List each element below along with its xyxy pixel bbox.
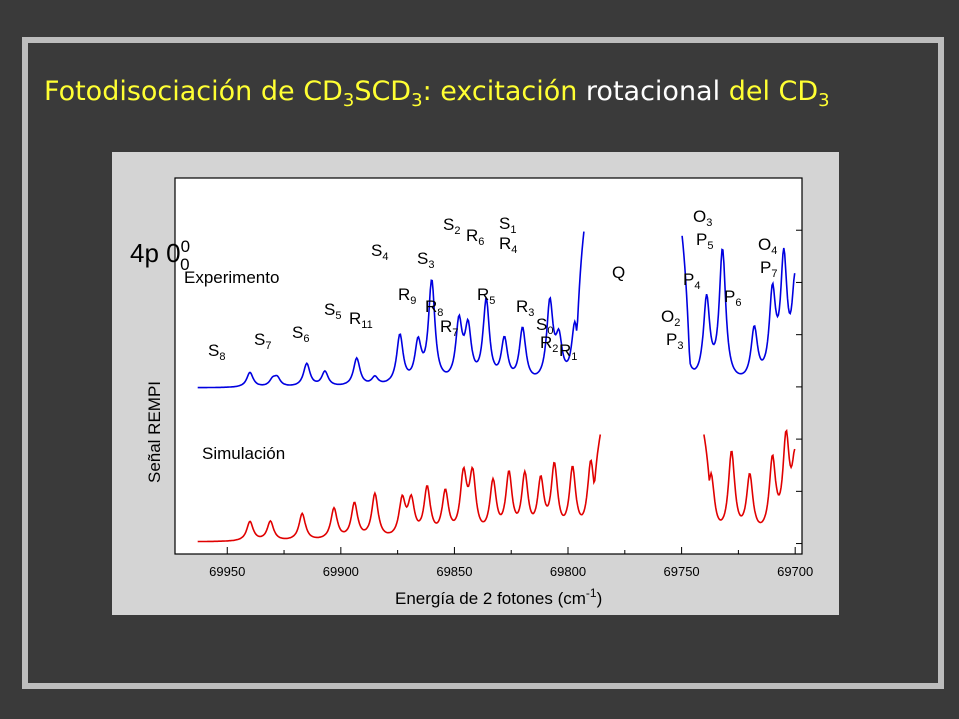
branch-label: P7 (760, 258, 777, 280)
x-axis-label: Energía de 2 fotones (cm-1) (395, 586, 602, 608)
branch-label: R11 (349, 309, 373, 331)
branch-label: R6 (466, 226, 484, 248)
branch-label: O2 (661, 307, 680, 329)
branch-label: P3 (666, 330, 683, 352)
branch-label: P4 (683, 270, 700, 292)
spectrum-chart: 69950 69900 69850 69800 69750 69700 4p 00 0 Ex… (130, 177, 813, 608)
branch-label: R2 (540, 333, 558, 355)
title-text-1: Fotodisociación de CD (44, 76, 343, 107)
x-tick-label: 69850 (436, 564, 472, 579)
branch-label: S2 (443, 215, 460, 237)
title-text-2: SCD (354, 76, 412, 107)
branch-label: O3 (693, 207, 712, 229)
branch-label: R4 (499, 234, 517, 256)
branch-label: R1 (559, 341, 577, 363)
experiment-trace (197, 231, 796, 389)
title-text-3: : excitación (422, 76, 586, 107)
title-text-4: rotacional (585, 76, 721, 107)
band-label: 4p 00 0 (130, 237, 190, 274)
chart-panel: 69950 69900 69850 69800 69750 69700 4p 00 0 Ex… (112, 152, 839, 615)
branch-label: P6 (724, 287, 741, 309)
x-tick-label: 69800 (550, 564, 586, 579)
branch-label: R3 (516, 297, 534, 319)
title-sub-3: 3 (818, 90, 830, 111)
title-sub-1: 3 (342, 90, 355, 111)
branch-label: S5 (324, 300, 341, 322)
x-tick-label: 69900 (323, 564, 359, 579)
branch-label: S1 (499, 214, 516, 236)
x-tick-label: 69950 (209, 564, 245, 579)
simulation-trace (197, 428, 796, 543)
branch-label: R9 (398, 285, 416, 307)
x-tick-label: 69750 (664, 564, 700, 579)
branch-label: R8 (425, 297, 443, 319)
branch-label: S3 (417, 249, 434, 271)
branch-label: S8 (208, 341, 225, 363)
branch-label: R7 (440, 317, 458, 339)
branch-label: P5 (696, 230, 713, 252)
branch-label: S0 (536, 315, 553, 337)
branch-label: S4 (371, 241, 388, 263)
legend-experimento: Experimento (184, 268, 279, 287)
legend-simulacion: Simulación (202, 444, 285, 463)
y-axis-label: Señal REMPI (145, 381, 164, 483)
plot-area (174, 177, 803, 555)
branch-label: S7 (254, 330, 271, 352)
branch-label: O4 (758, 235, 777, 257)
title-sub-2: 3 (411, 90, 423, 111)
slide-title: Fotodisociación de CD3SCD3: excitación r… (44, 76, 830, 110)
x-tick-label: 69700 (777, 564, 813, 579)
labels-group: 4p 00 0 Experimento Simulación Energía de… (130, 237, 602, 608)
title-text-5: del CD (720, 76, 819, 107)
branch-label: Q (612, 263, 625, 282)
branch-label: R5 (477, 285, 495, 307)
series-group (197, 231, 796, 543)
branch-label: S6 (292, 323, 309, 345)
